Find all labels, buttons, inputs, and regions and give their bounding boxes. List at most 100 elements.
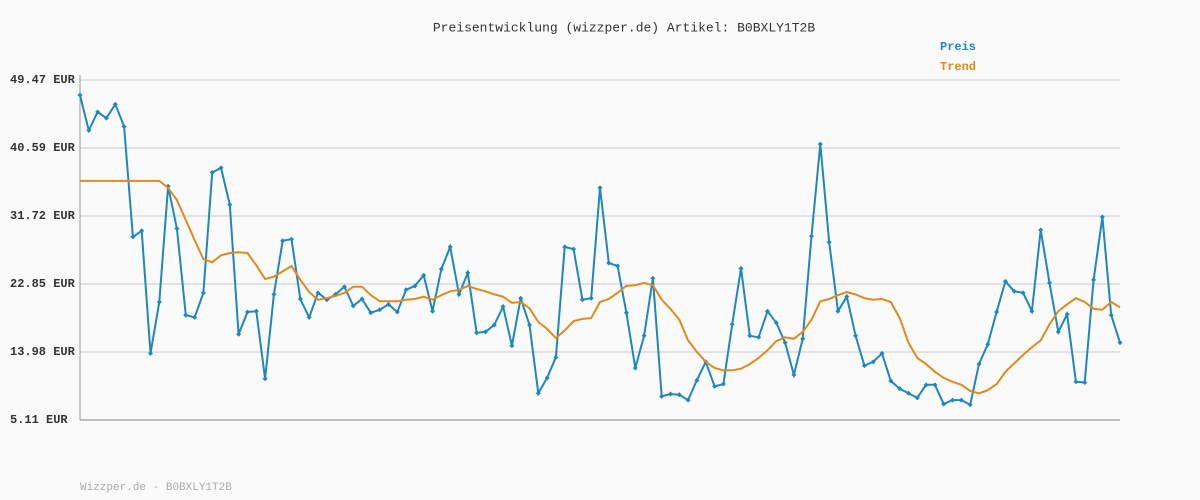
point (438, 266, 444, 272)
point (544, 375, 550, 381)
point (271, 291, 277, 297)
y-tick-label: 49.47 EUR (10, 73, 76, 87)
point (341, 284, 347, 290)
point (720, 381, 726, 387)
point (914, 395, 920, 401)
point (156, 299, 162, 305)
point (870, 359, 876, 365)
point (579, 297, 585, 303)
y-tick-label: 40.59 EUR (10, 141, 76, 155)
point (641, 333, 647, 339)
point (738, 265, 744, 271)
point (1046, 280, 1052, 286)
point (77, 92, 83, 98)
point (218, 165, 224, 171)
point (306, 314, 312, 320)
point (756, 334, 762, 340)
point (597, 185, 603, 191)
chart-title: Preisentwicklung (wizzper.de) Artikel: B… (433, 20, 815, 35)
point (535, 390, 541, 396)
point (262, 376, 268, 382)
point (729, 321, 735, 327)
point (1082, 380, 1088, 386)
series-line (80, 179, 1121, 395)
point (747, 333, 753, 339)
point (1029, 308, 1035, 314)
point (1091, 277, 1097, 283)
point (509, 343, 515, 349)
point (791, 372, 797, 378)
point (244, 309, 250, 315)
point (482, 329, 488, 335)
point (174, 225, 180, 231)
point (826, 239, 832, 245)
point (289, 236, 295, 242)
point (994, 309, 1000, 315)
point (764, 308, 770, 314)
point (1108, 312, 1114, 318)
point (200, 290, 206, 296)
point (1055, 329, 1061, 335)
point (412, 283, 418, 289)
point (280, 238, 286, 244)
point (359, 296, 365, 302)
point (571, 246, 577, 252)
point (1002, 278, 1008, 284)
point (526, 322, 532, 328)
point (985, 341, 991, 347)
point (685, 397, 691, 403)
point (456, 291, 462, 297)
point (1038, 227, 1044, 233)
point (553, 354, 559, 360)
point (967, 402, 973, 408)
point (809, 233, 815, 239)
point (861, 363, 867, 369)
point (209, 170, 215, 176)
point (1099, 214, 1105, 220)
point (430, 308, 436, 314)
point (253, 308, 259, 314)
point (236, 331, 242, 337)
point (853, 333, 859, 339)
legend-label: Trend (940, 60, 976, 74)
point (368, 310, 374, 316)
point (932, 382, 938, 388)
point (148, 350, 154, 356)
point (676, 392, 682, 398)
point (950, 397, 956, 403)
point (518, 295, 524, 301)
point (773, 320, 779, 326)
point (315, 290, 321, 296)
legend-label: Preis (940, 40, 976, 54)
point (800, 336, 806, 342)
point (897, 386, 903, 392)
point (474, 330, 480, 336)
point (447, 244, 453, 250)
point (121, 124, 127, 130)
point (1011, 288, 1017, 294)
point (491, 322, 497, 328)
point (1073, 379, 1079, 385)
point (562, 244, 568, 250)
point (976, 361, 982, 367)
point (394, 309, 400, 315)
point (86, 127, 92, 133)
point (350, 303, 356, 309)
point (130, 234, 136, 240)
point (1117, 340, 1123, 346)
point (615, 263, 621, 269)
point (835, 308, 841, 314)
footer: Wizzper.de - B0BXLY1T2B (80, 482, 232, 494)
point (844, 294, 850, 300)
point (958, 397, 964, 403)
point (588, 295, 594, 301)
point (112, 101, 118, 107)
point (879, 350, 885, 356)
point (1020, 290, 1026, 296)
point (227, 202, 233, 208)
y-tick-label: 31.72 EUR (10, 209, 76, 223)
point (888, 378, 894, 384)
point (941, 401, 947, 407)
